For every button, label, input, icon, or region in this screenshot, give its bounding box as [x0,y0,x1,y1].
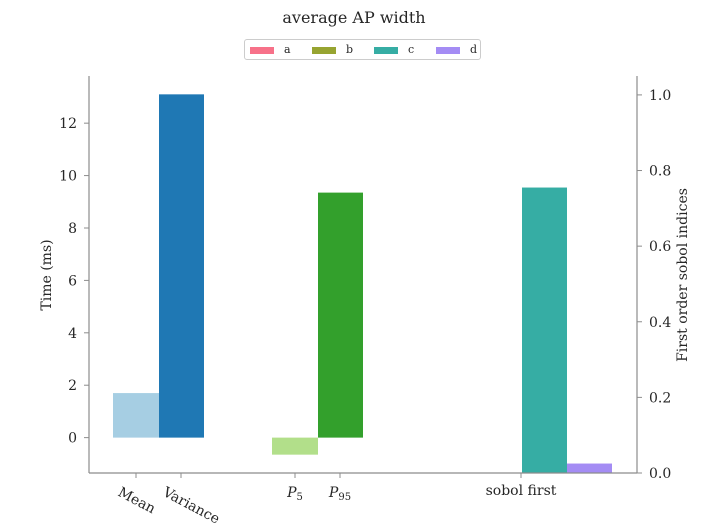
bar-sobol-c [522,187,567,474]
legend-label-c: c [408,43,415,56]
bar-sobol-d [567,463,612,473]
x-tick-label: P5 [286,485,303,503]
legend: a b c d [244,39,481,60]
legend-swatch-c [374,47,398,54]
legend-label-a: a [284,43,291,56]
left-tick-label: 12 [59,116,77,132]
right-tick-label: 0.2 [649,390,671,406]
bar-p95 [318,192,363,438]
bar-variance [159,94,204,438]
left-tick-label: 0 [68,431,77,447]
legend-swatch-b [312,47,336,54]
x-tick-label: P95 [328,485,351,503]
legend-label-d: d [470,43,478,56]
left-tick-label: 4 [68,326,77,342]
right-tick-label: 0.0 [649,466,671,482]
x-tick-label: sobol first [486,483,557,499]
left-tick-label: 2 [68,378,77,394]
legend-swatch-a [250,47,274,54]
left-tick-label: 10 [59,169,77,185]
bar-mean [113,393,159,438]
y-axis-label-left: Time (ms) [39,239,55,310]
right-tick-label: 0.8 [649,164,671,180]
legend-label-b: b [346,43,354,56]
right-tick-label: 0.4 [649,315,671,331]
bar-p5 [272,437,318,455]
right-tick-label: 1.0 [649,88,671,104]
x-tick-label: Mean [115,484,158,517]
right-tick-label: 0.6 [649,239,671,255]
y-axis-label-right: First order sobol indices [675,188,691,362]
x-tick-label: Variance [159,484,222,528]
left-tick-label: 6 [68,273,77,289]
chart-title: average AP width [282,8,426,27]
legend-swatch-d [436,47,460,54]
left-tick-label: 8 [68,221,77,237]
